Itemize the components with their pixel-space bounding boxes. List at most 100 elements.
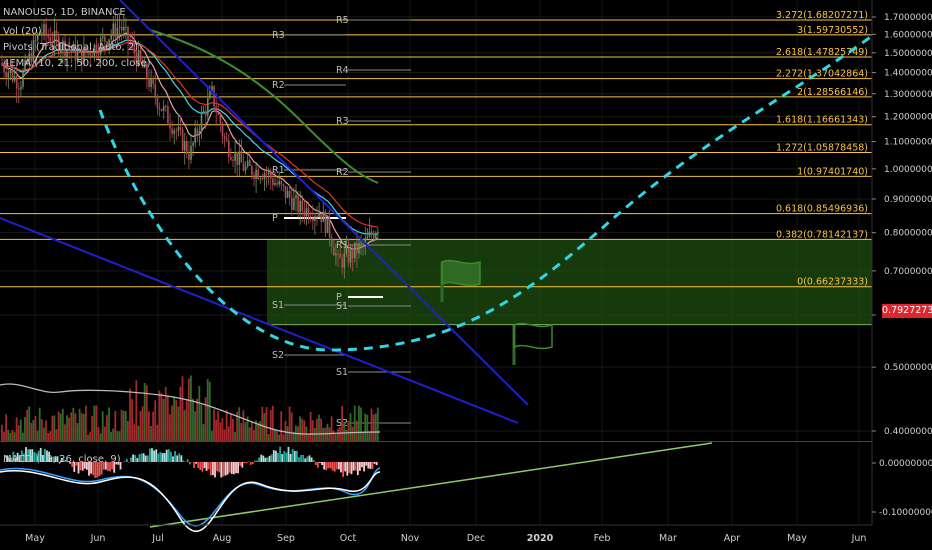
- candle-body: [74, 44, 77, 61]
- candle-body: [95, 44, 98, 54]
- volume-bars: [0, 375, 381, 441]
- volume-bar: [183, 409, 186, 441]
- projection-curve[interactable]: [98, 28, 881, 352]
- candle-body: [330, 237, 333, 247]
- candle-body: [200, 113, 203, 132]
- fib-level-label: 0.382(0.78142137): [776, 229, 868, 240]
- volume-bar: [160, 393, 163, 441]
- volume-bar: [282, 434, 285, 441]
- volume-bar: [358, 405, 360, 441]
- volume-bar: [288, 406, 291, 441]
- candle-body: [194, 128, 196, 143]
- macd-histogram-bar: [201, 462, 204, 472]
- candle-body: [196, 128, 199, 134]
- candle-body: [236, 151, 238, 165]
- candle-body: [251, 165, 253, 175]
- candle-body: [188, 153, 190, 160]
- candle-body: [320, 213, 322, 222]
- candle-body: [125, 26, 127, 28]
- volume-bar: [179, 386, 182, 441]
- flag-icon-outline: [513, 322, 553, 350]
- candle-body: [366, 236, 369, 239]
- candle-body: [312, 218, 314, 221]
- candle-body: [280, 181, 283, 185]
- candle-body: [97, 53, 100, 55]
- candle-body: [186, 141, 188, 154]
- trendline-resistance: [119, 0, 529, 406]
- candle-body: [291, 197, 293, 210]
- macd-histogram-bar: [115, 462, 118, 465]
- volume-bar: [322, 427, 325, 441]
- volume-bar: [265, 407, 268, 441]
- candle-body: [131, 43, 133, 45]
- candle-body: [30, 53, 33, 62]
- candle-body: [242, 162, 245, 171]
- macd-histogram-bar: [260, 454, 263, 462]
- macd-histogram-bar: [128, 462, 130, 463]
- macd-histogram-bar: [373, 462, 376, 464]
- macd-histogram-bar: [10, 457, 13, 462]
- candle-body: [345, 248, 348, 254]
- macd-histogram-bar: [142, 453, 145, 462]
- volume-bar: [122, 410, 125, 441]
- candle-body: [209, 91, 211, 99]
- macd-histogram-bar: [356, 462, 359, 476]
- volume-bar: [19, 419, 22, 441]
- candle-body: [150, 78, 152, 88]
- volume-bar: [169, 414, 171, 441]
- macd-histogram-bar: [6, 455, 8, 462]
- macd-histogram-bar: [33, 451, 36, 462]
- volume-bar: [32, 419, 35, 441]
- candle-body: [106, 41, 108, 46]
- volume-bar: [376, 407, 379, 441]
- time-axis: May Jun Jul Aug Sep Oct Nov Dec 2020 Feb Mar Apr May…: [0, 524, 872, 544]
- macd-histogram-bar: [125, 458, 128, 462]
- time-tick-label: Jun: [851, 533, 867, 544]
- macd-histogram-bar: [23, 453, 25, 462]
- candle-body: [129, 41, 131, 44]
- macd-histogram-bar: [350, 462, 353, 475]
- volume-bar: [227, 426, 230, 441]
- volume-bar: [211, 430, 213, 441]
- volume-bar: [276, 431, 278, 441]
- macd-histogram-bar: [281, 454, 284, 462]
- candle-body: [230, 156, 232, 160]
- macd-histogram-bar: [325, 462, 328, 471]
- volume-bar: [68, 417, 70, 441]
- candle-body: [5, 71, 7, 78]
- macd-histogram-bar: [335, 462, 338, 470]
- candle-body: [1, 62, 3, 65]
- trendlines[interactable]: [0, 0, 713, 528]
- candle-body: [368, 231, 371, 237]
- candle-body: [276, 182, 278, 185]
- candle-body: [177, 127, 180, 132]
- candle-body: [41, 32, 43, 34]
- volume-bar: [202, 424, 205, 441]
- macd-histogram-bar: [214, 462, 216, 478]
- volume-bar: [40, 419, 43, 441]
- volume-bar: [215, 419, 217, 441]
- time-tick-label: Oct: [340, 533, 357, 544]
- macd-histogram-bar: [31, 449, 34, 462]
- candle-body: [318, 213, 320, 217]
- flag-icon: [441, 259, 481, 287]
- macd-histogram-bar: [258, 457, 260, 462]
- candle-body: [141, 60, 144, 68]
- macd-histogram-bar: [359, 462, 361, 471]
- pivot-label: S1: [336, 301, 348, 312]
- macd-histogram-bar: [132, 454, 134, 462]
- candle-body: [26, 60, 28, 64]
- macd-histogram-bar: [77, 462, 80, 474]
- volume-bar: [7, 429, 10, 441]
- volume-bar: [349, 413, 352, 441]
- candle-body: [288, 190, 291, 198]
- volume-bar: [49, 431, 52, 441]
- macd-histogram-bar: [283, 451, 286, 462]
- volume-bar: [198, 385, 201, 441]
- macd-histogram-bar: [342, 462, 344, 477]
- macd-histogram-bar: [226, 462, 229, 475]
- candle-body: [244, 166, 247, 171]
- candle-body: [259, 178, 262, 180]
